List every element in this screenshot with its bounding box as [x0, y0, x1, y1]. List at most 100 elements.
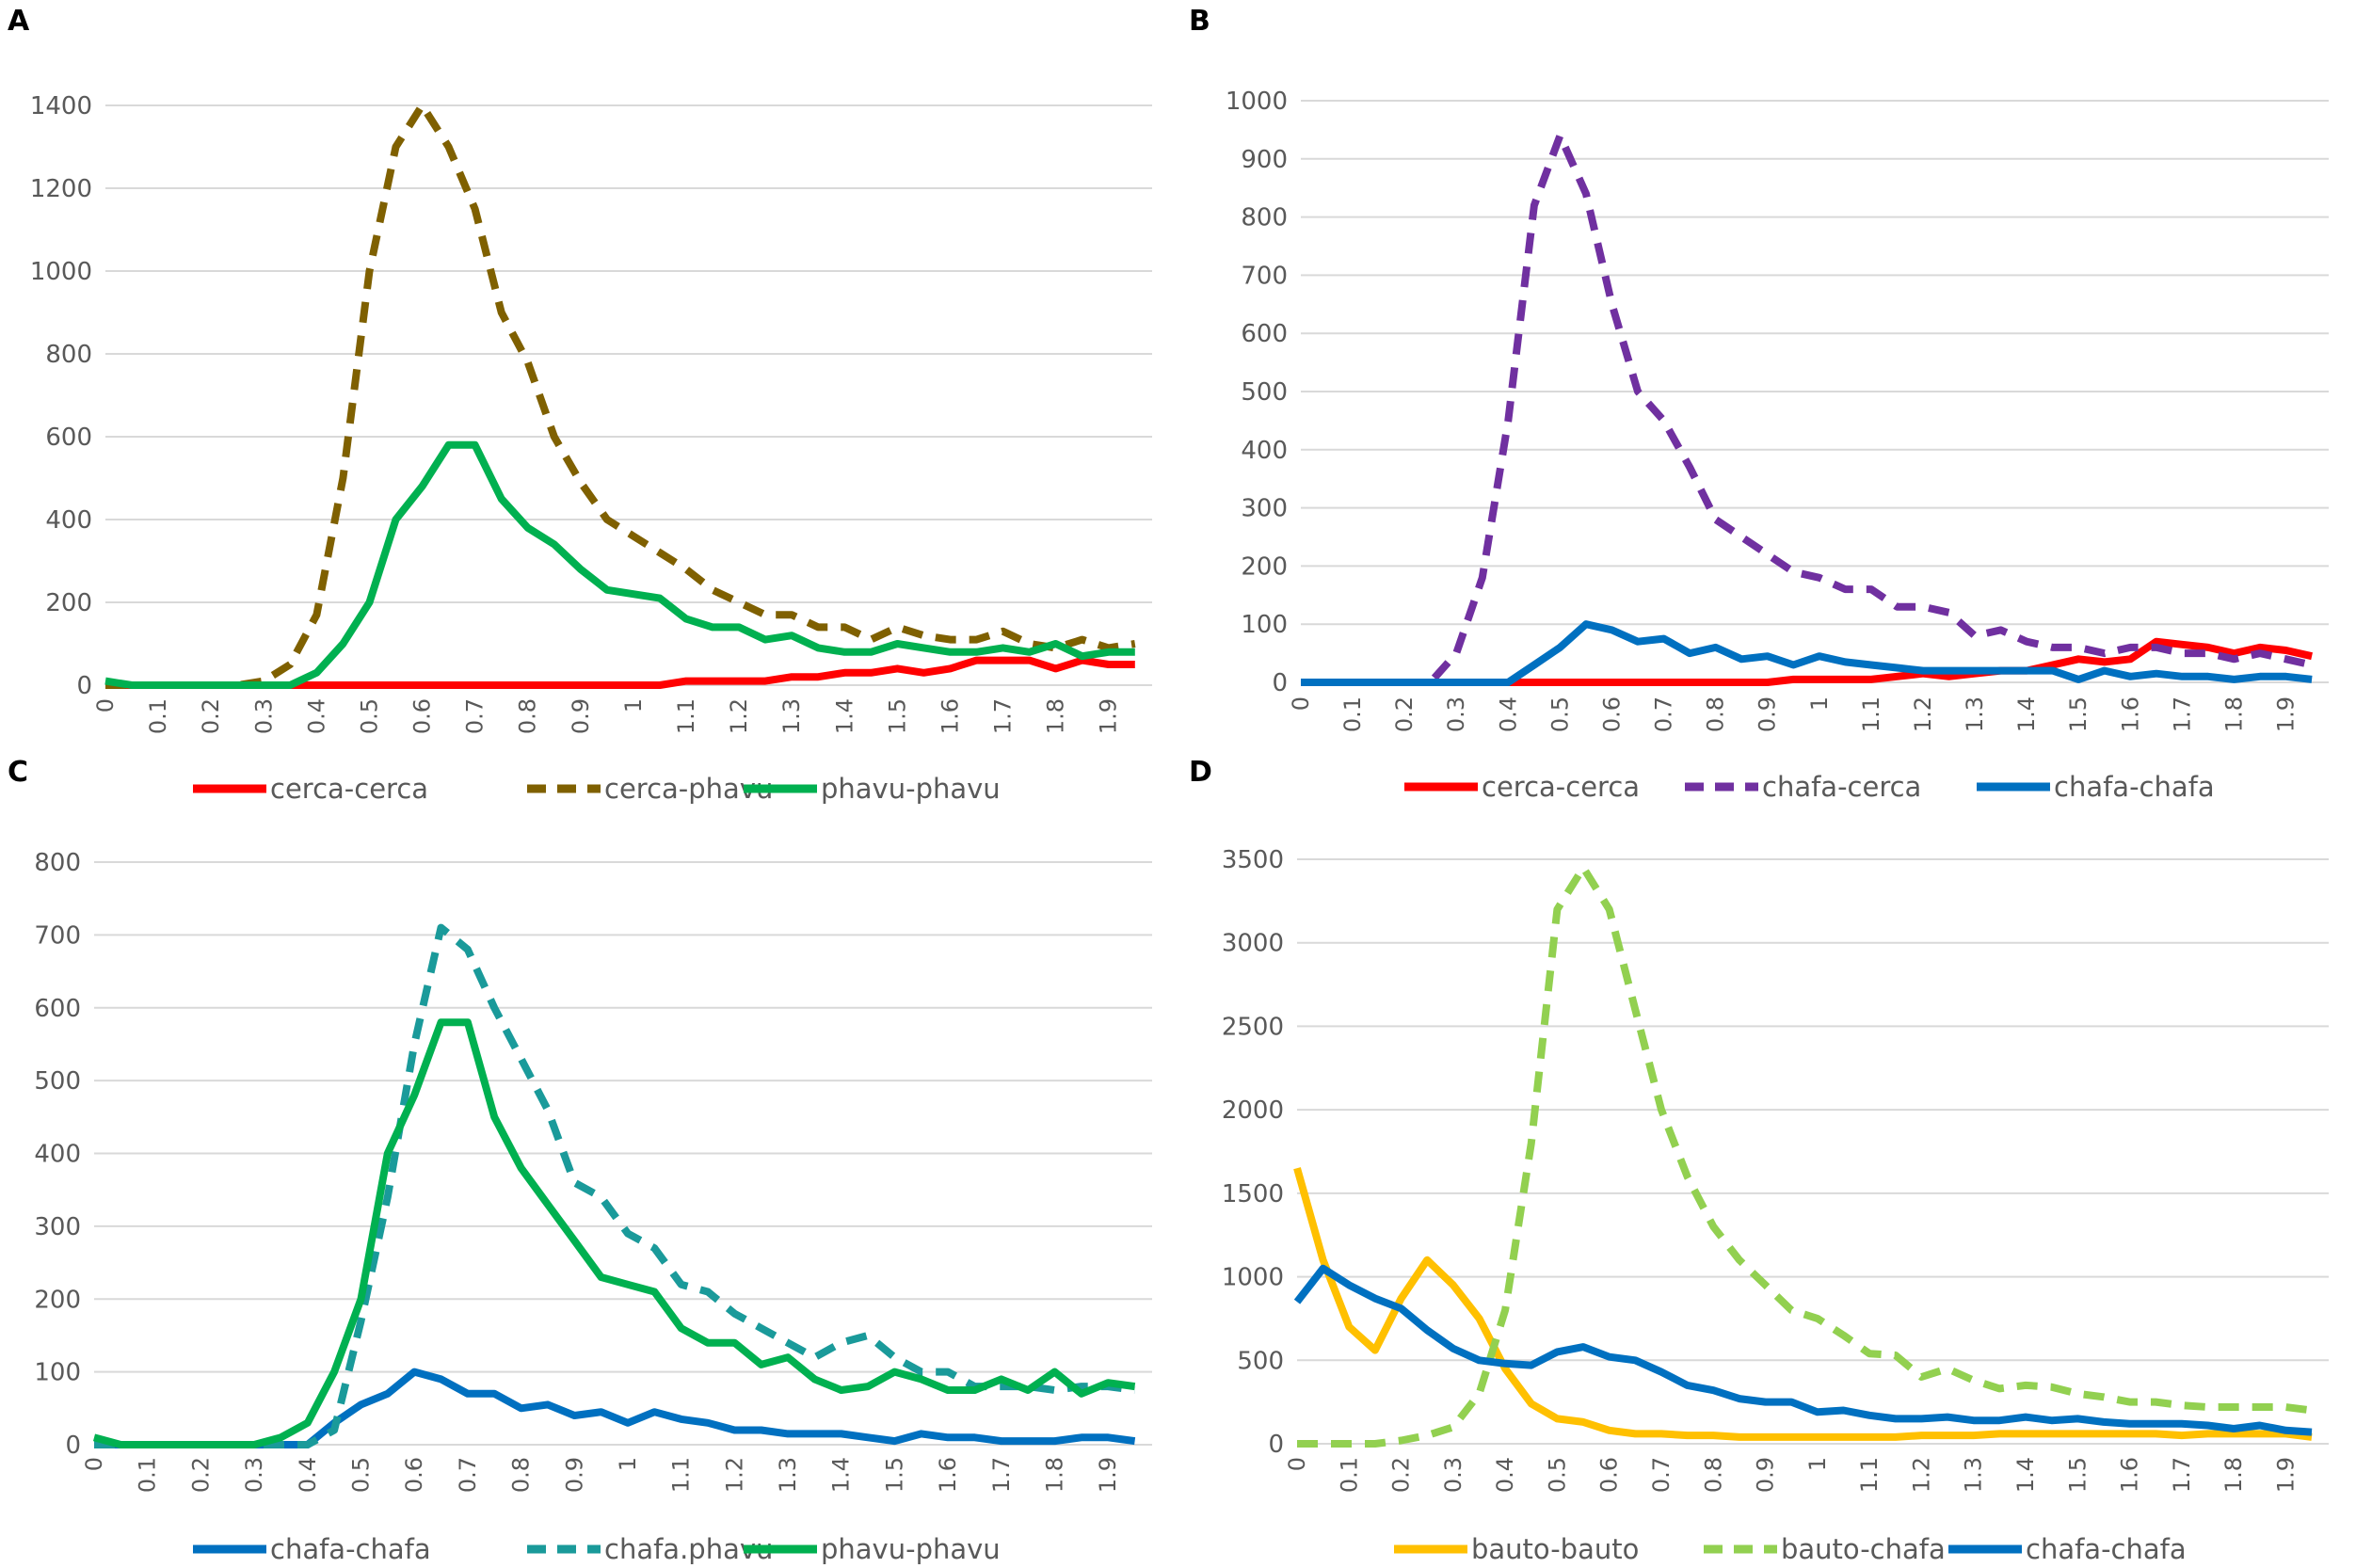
- x-tick-label: 0.9: [1755, 696, 1781, 732]
- x-tick-label: 1.9: [1096, 698, 1122, 734]
- x-tick-label: 1.7: [988, 1457, 1015, 1493]
- x-tick-label: 0.2: [187, 1457, 214, 1493]
- x-tick-label: 1.6: [2117, 696, 2143, 732]
- y-tick-label: 1000: [30, 258, 92, 286]
- y-tick-label: 0: [1268, 1431, 1284, 1459]
- y-tick-label: 500: [34, 1067, 81, 1096]
- series-line-cerca-phavu: [105, 102, 1136, 689]
- x-tick-label: 1.4: [2013, 696, 2040, 732]
- y-tick-label: 0: [76, 672, 92, 700]
- x-tick-label: 0.1: [1336, 1457, 1362, 1493]
- x-tick-label: 0.5: [1547, 696, 1573, 732]
- y-tick-label: 2000: [1222, 1096, 1284, 1125]
- x-tick-label: 1.9: [1095, 1457, 1121, 1493]
- x-tick-label: 1.3: [778, 698, 805, 734]
- legend-label: bauto-chafa: [1781, 1533, 1946, 1565]
- y-tick-label: 0: [1272, 669, 1288, 697]
- y-tick-label: 500: [1237, 1347, 1284, 1375]
- y-tick-label: 200: [1241, 552, 1288, 581]
- x-tick-label: 1.8: [2220, 696, 2247, 732]
- x-tick-label: 0.8: [1700, 1457, 1726, 1493]
- x-tick-label: 1.4: [828, 1457, 855, 1493]
- x-tick-label: 0.2: [198, 698, 224, 734]
- series-line-bauto-chafa: [1297, 863, 2313, 1448]
- legend-label: cerca-cerca: [270, 773, 428, 805]
- x-tick-label: 0.4: [1495, 696, 1521, 732]
- series-line-bauto-bauto: [1293, 1167, 2313, 1441]
- legend-label: chafa-chafa: [2026, 1533, 2187, 1565]
- y-tick-label: 800: [1241, 204, 1288, 232]
- x-tick-label: 1.7: [2169, 1457, 2195, 1493]
- x-tick-label: 1: [1804, 1457, 1831, 1471]
- x-tick-label: 1: [1806, 696, 1833, 711]
- x-tick-label: 1.9: [2272, 1457, 2299, 1493]
- y-tick-label: 600: [45, 424, 92, 452]
- legend-label: phavu-phavu: [821, 773, 1001, 805]
- x-tick-label: 1.5: [881, 1457, 907, 1493]
- legend-label: bauto-bauto: [1471, 1533, 1639, 1565]
- x-tick-label: 0.6: [409, 698, 436, 734]
- x-tick-label: 1.2: [721, 1457, 747, 1493]
- x-tick-label: 0.6: [1596, 1457, 1623, 1493]
- series-line-chafa-chafa: [1293, 1264, 2313, 1436]
- y-tick-label: 800: [34, 849, 81, 877]
- x-tick-label: 1.8: [2220, 1457, 2247, 1493]
- x-tick-label: 0.7: [455, 1457, 481, 1493]
- x-tick-label: 0.3: [1440, 1457, 1466, 1493]
- series-line-chafa-chafa: [1301, 620, 2313, 686]
- y-tick-label: 700: [34, 921, 81, 950]
- y-tick-label: 600: [1241, 320, 1288, 348]
- y-tick-label: 3500: [1222, 846, 1284, 874]
- x-tick-label: 1.1: [1858, 696, 1884, 732]
- x-tick-label: 1.7: [990, 698, 1017, 734]
- x-tick-label: 0.4: [303, 698, 329, 734]
- x-tick-label: 0: [92, 698, 119, 712]
- y-tick-label: 1000: [1226, 88, 1288, 116]
- x-tick-label: 0.4: [295, 1457, 321, 1493]
- panel-letter: D: [1189, 756, 1212, 789]
- y-tick-label: 800: [45, 341, 92, 369]
- panel-letter: C: [8, 756, 28, 789]
- x-tick-label: 0: [81, 1457, 107, 1471]
- y-tick-label: 1500: [1222, 1180, 1284, 1208]
- y-tick-label: 500: [1241, 378, 1288, 407]
- x-tick-label: 1.9: [2273, 696, 2300, 732]
- x-tick-label: 0.5: [347, 1457, 374, 1493]
- x-tick-label: 1.6: [2117, 1457, 2143, 1493]
- y-tick-label: 200: [45, 589, 92, 617]
- y-tick-label: 600: [34, 995, 81, 1023]
- y-tick-label: 200: [34, 1286, 81, 1314]
- x-tick-label: 0.2: [1391, 696, 1418, 732]
- x-tick-label: 0.9: [1753, 1457, 1779, 1493]
- y-tick-label: 400: [1241, 437, 1288, 465]
- x-tick-label: 0.8: [508, 1457, 535, 1493]
- x-tick-label: 0.7: [1651, 696, 1677, 732]
- panel-b: B 0 100 200 300 400 500 600 700 800 900 1000 0 0.1 0.2…: [1189, 5, 2329, 803]
- legend-label: chafa-cerca: [1762, 771, 1921, 803]
- y-tick-label: 2500: [1222, 1013, 1284, 1041]
- x-tick-label: 1.6: [937, 698, 963, 734]
- y-tick-label: 3000: [1222, 930, 1284, 958]
- x-tick-label: 0.9: [561, 1457, 587, 1493]
- x-tick-label: 1.2: [1908, 1457, 1934, 1493]
- x-tick-label: 1.2: [726, 698, 752, 734]
- x-tick-label: 0.1: [145, 698, 171, 734]
- x-tick-label: 0.1: [1339, 696, 1366, 732]
- x-tick-label: 0.6: [1598, 696, 1625, 732]
- x-tick-label: 0.5: [356, 698, 382, 734]
- x-tick-label: 1: [615, 1457, 641, 1471]
- panel-a: A 0 200 400 600 800 1000 1200 1400 0 0.1 0.2 0.3 0.4 0…: [8, 5, 1152, 805]
- x-tick-label: 0.9: [568, 698, 594, 734]
- y-tick-label: 400: [34, 1141, 81, 1169]
- x-tick-label: 0: [1284, 1457, 1310, 1471]
- x-tick-label: 1.3: [1961, 1457, 1987, 1493]
- x-tick-label: 1.6: [935, 1457, 961, 1493]
- y-tick-label: 1200: [30, 175, 92, 203]
- x-tick-label: 0.6: [401, 1457, 427, 1493]
- x-tick-label: 1.5: [2065, 696, 2092, 732]
- panel-letter: B: [1189, 5, 1210, 38]
- series-line-chafa-cerca: [1301, 132, 2313, 686]
- legend-label: cerca-cerca: [1482, 771, 1640, 803]
- x-tick-label: 0.3: [241, 1457, 267, 1493]
